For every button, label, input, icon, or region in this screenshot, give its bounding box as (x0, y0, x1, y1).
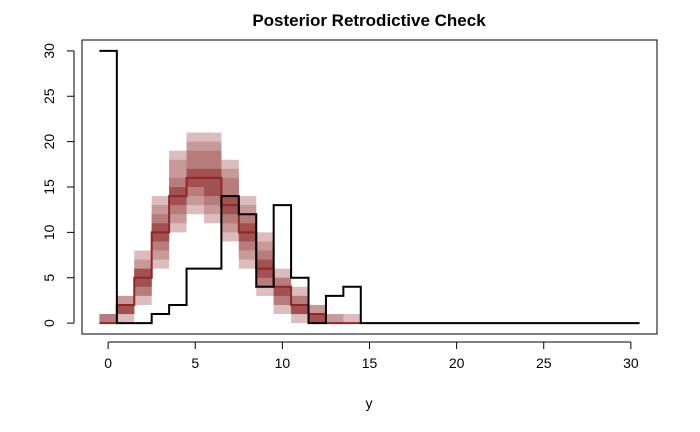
plot-frame (81, 39, 658, 335)
y-tick-label: 15 (41, 179, 57, 195)
x-tick-label: 0 (104, 355, 112, 371)
y-tick-label: 0 (41, 319, 57, 327)
band-rect (308, 314, 326, 324)
y-tick-label: 30 (41, 43, 57, 59)
x-tick-label: 5 (191, 355, 199, 371)
band-rect (325, 314, 344, 324)
x-axis: 0 5 10 15 20 25 30 (104, 341, 639, 371)
y-tick-label: 25 (41, 88, 57, 104)
x-tick-label: 10 (275, 355, 291, 371)
band-rect (116, 304, 135, 315)
x-tick-label: 15 (362, 355, 378, 371)
y-axis: 0 5 10 15 20 25 30 (41, 43, 75, 327)
observed-layer (99, 49, 640, 325)
observed-line (99, 49, 640, 325)
band-rect (343, 314, 361, 324)
band-rect (291, 304, 309, 315)
band-rect (99, 314, 117, 324)
y-tick-label: 10 (41, 224, 57, 240)
band-rect (203, 168, 222, 197)
y-tick-label: 5 (41, 274, 57, 282)
x-tick-label: 20 (449, 355, 465, 371)
chart-title: Posterior Retrodictive Check (252, 11, 486, 30)
x-axis-label: y (366, 395, 373, 411)
quantile-bands (99, 132, 361, 324)
x-tick-label: 25 (536, 355, 552, 371)
x-tick-label: 30 (623, 355, 639, 371)
band-rect (273, 286, 292, 296)
y-tick-label: 20 (41, 134, 57, 150)
